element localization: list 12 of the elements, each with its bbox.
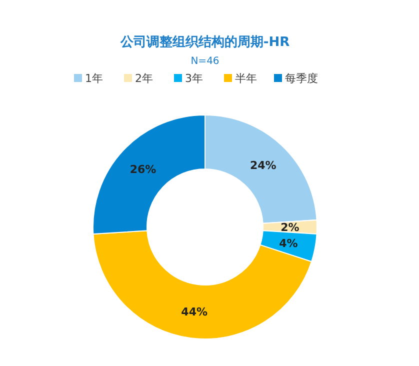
chart-subtitle: N=46	[190, 56, 220, 67]
data-label: 2%	[280, 221, 300, 234]
data-label: 44%	[181, 305, 208, 318]
legend-label: 2年	[135, 72, 153, 85]
legend-label: 每季度	[285, 72, 318, 85]
data-label: 24%	[250, 159, 276, 172]
legend-label: 3年	[185, 72, 203, 85]
legend-label: 1年	[85, 72, 103, 85]
legend-label: 半年	[235, 72, 257, 85]
data-label: 26%	[130, 162, 156, 176]
data-label: 4%	[279, 236, 298, 250]
chart-title: 公司调整组织结构的周期-HR	[119, 35, 290, 50]
